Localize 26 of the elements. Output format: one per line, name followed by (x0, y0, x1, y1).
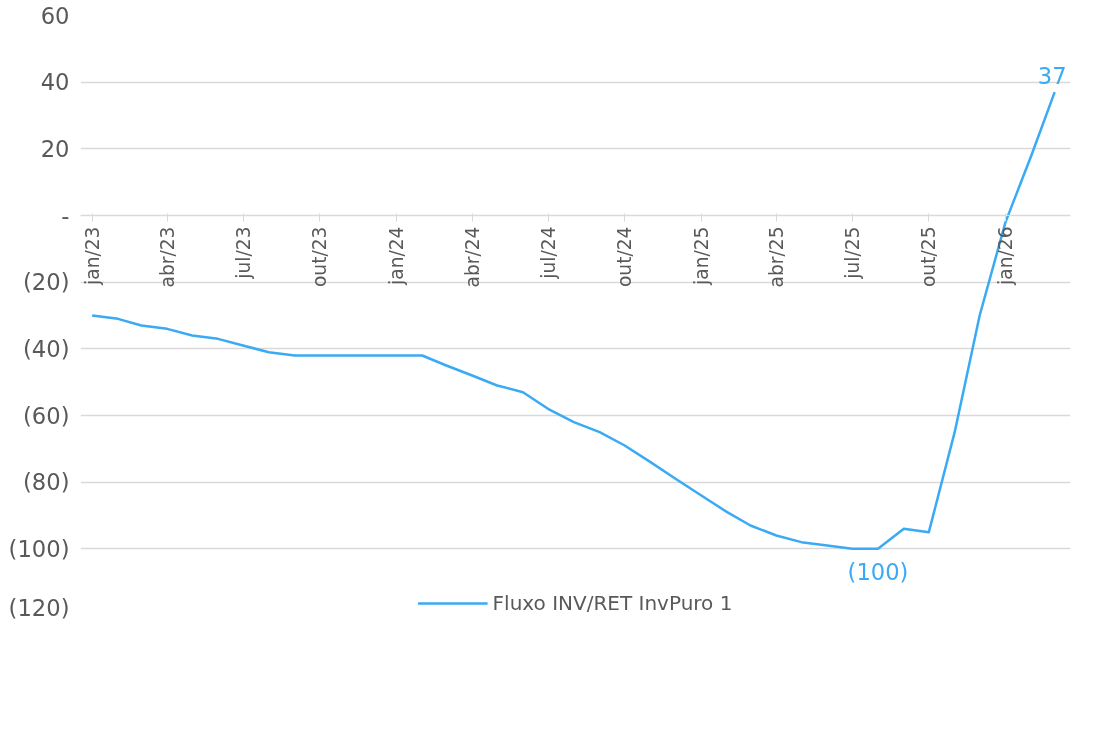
x-tick-label: abr/25 (765, 226, 787, 288)
y-tick-label: 20 (40, 135, 70, 162)
x-tick-label: out/23 (309, 226, 331, 288)
x-tick-label: jul/23 (232, 226, 254, 280)
y-tick-label: (40) (22, 335, 70, 362)
y-tick-label: (20) (22, 269, 70, 296)
data-label: (100) (847, 558, 909, 585)
x-tick-label: jan/24 (385, 226, 407, 286)
y-tick-label: (80) (22, 469, 70, 496)
y-tick-label: 40 (40, 69, 70, 96)
x-tick-label: jan/25 (690, 226, 712, 286)
x-tick-label: out/25 (918, 226, 940, 288)
legend-label: Fluxo INV/RET InvPuro 1 (492, 591, 733, 615)
x-tick-label: jan/26 (995, 226, 1016, 286)
x-tick-label: jul/24 (537, 226, 559, 280)
y-tick-label: (60) (22, 402, 70, 429)
y-tick-label: - (61, 202, 70, 229)
x-tick-label: jul/25 (841, 226, 863, 280)
y-tick-label: (100) (8, 535, 70, 562)
x-tick-label: out/24 (614, 226, 636, 288)
data-label: 37 (1037, 63, 1067, 90)
x-tick-label: abr/24 (461, 226, 483, 288)
x-tick-label: abr/23 (156, 226, 178, 288)
y-tick-label: (120) (8, 594, 70, 621)
y-tick-label: 60 (40, 2, 70, 29)
x-tick-label: jan/23 (81, 226, 103, 286)
